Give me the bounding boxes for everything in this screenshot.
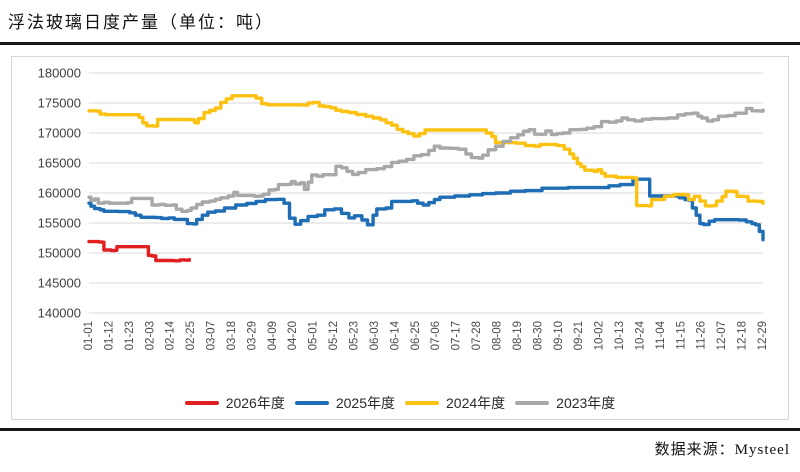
y-axis-tick-label: 165000 (38, 156, 81, 171)
x-axis-tick-label: 02-03 (144, 321, 156, 350)
y-axis-tick-label: 180000 (38, 66, 81, 81)
x-axis-tick-label: 10-13 (614, 321, 626, 350)
legend-label: 2026年度 (225, 395, 285, 411)
legend-label: 2025年度 (335, 395, 395, 411)
x-axis-tick-label: 03-07 (206, 321, 218, 350)
x-axis-tick-label: 11-26 (696, 321, 708, 350)
x-axis-tick-label: 02-14 (165, 320, 177, 350)
x-axis-tick-label: 08-19 (512, 321, 524, 350)
x-axis-tick-label: 08-30 (532, 321, 544, 350)
x-axis-tick-label: 05-12 (328, 321, 340, 350)
x-axis-tick-label: 12-29 (757, 321, 769, 350)
x-axis-tick-label: 01-12 (103, 321, 115, 350)
y-axis-tick-label: 150000 (38, 246, 81, 261)
y-axis-tick-label: 155000 (38, 216, 81, 231)
legend-label: 2023年度 (556, 395, 616, 411)
x-axis-tick-label: 08-08 (491, 321, 503, 350)
x-axis-tick-label: 06-25 (410, 321, 422, 350)
x-axis-tick-label: 05-23 (349, 321, 361, 350)
footer-divider (0, 428, 800, 431)
legend-item-2025年度: 2025年度 (294, 393, 395, 413)
x-axis-tick-label: 11-04 (655, 320, 667, 349)
x-axis-tick-label: 10-02 (594, 321, 606, 350)
chart-title: 浮法玻璃日度产量（单位：吨） (8, 13, 274, 32)
y-axis-tick-label: 145000 (38, 276, 81, 291)
x-axis-tick-label: 04-20 (287, 321, 299, 350)
x-axis-tick-label: 12-18 (737, 321, 749, 350)
x-axis-tick-label: 10-24 (634, 320, 646, 350)
x-axis-tick-label: 01-01 (83, 321, 95, 350)
data-source: 数据来源：Mysteel (654, 442, 790, 458)
series-line-2023年度 (87, 106, 765, 213)
x-axis-tick-label: 06-03 (369, 321, 381, 350)
x-axis-tick-label: 07-17 (451, 321, 463, 350)
series-line-2024年度 (87, 94, 765, 208)
legend-item-2024年度: 2024年度 (405, 393, 505, 413)
series-line-2026年度 (87, 239, 191, 263)
chart-legend: 2026年度 2025年度 2024年度 2023年度 (12, 393, 788, 413)
x-axis-tick-label: 07-06 (430, 321, 442, 350)
x-axis-tick-label: 01-23 (124, 321, 136, 350)
legend-swatch-icon (184, 400, 219, 406)
x-axis-tick-label: 12-07 (716, 321, 728, 350)
legend-swatch-icon (515, 400, 550, 406)
legend-swatch-icon (294, 400, 329, 406)
chart-canvas: 140000 145000 150000 155000 160000 165000 1700… (38, 66, 769, 351)
x-axis-tick-label: 07-28 (471, 321, 483, 350)
x-axis-tick-label: 05-01 (308, 321, 320, 350)
legend-item-2026年度: 2026年度 (184, 393, 285, 413)
x-axis-tick-label: 11-15 (675, 321, 687, 350)
x-axis-tick-label: 03-29 (246, 321, 258, 350)
y-axis-tick-label: 140000 (38, 306, 81, 321)
chart-frame: 140000 145000 150000 155000 160000 165000 1700… (11, 56, 789, 420)
x-axis-tick-label: 03-18 (226, 321, 238, 350)
x-axis-tick-label: 06-14 (389, 320, 401, 350)
x-axis-tick-label: 09-21 (573, 321, 585, 350)
title-divider (0, 42, 800, 45)
x-axis-tick-label: 04-09 (267, 321, 279, 350)
y-axis-tick-label: 160000 (38, 186, 81, 201)
legend-swatch-icon (405, 400, 439, 406)
y-axis-tick-label: 170000 (38, 126, 81, 141)
legend-label: 2024年度 (446, 395, 506, 411)
legend-item-2023年度: 2023年度 (515, 393, 615, 413)
x-axis-tick-label: 02-25 (185, 321, 197, 350)
x-axis-tick-label: 09-10 (553, 321, 565, 350)
y-axis-tick-label: 175000 (38, 96, 81, 111)
